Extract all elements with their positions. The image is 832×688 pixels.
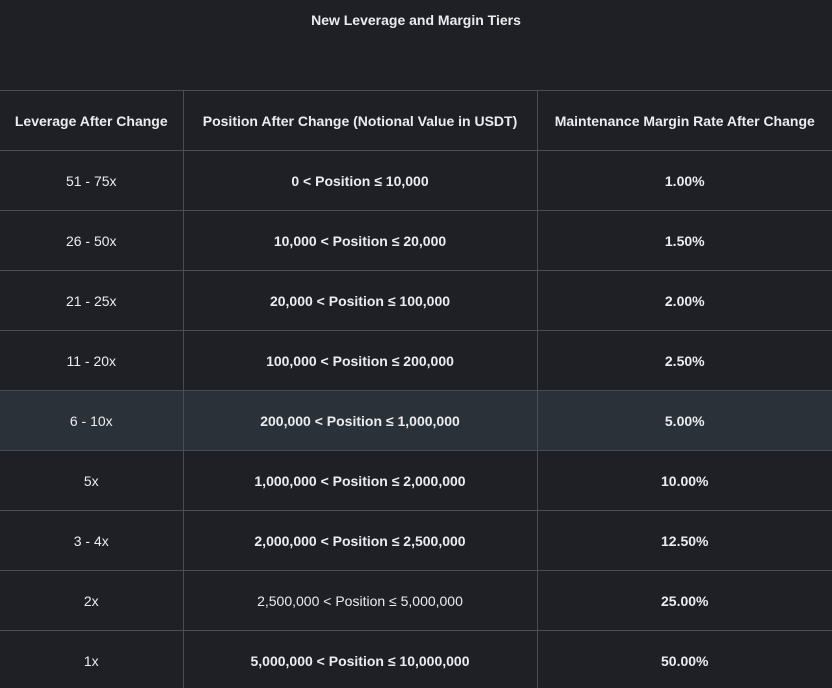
leverage-cell: 1x [0, 630, 183, 688]
leverage-cell: 5x [0, 450, 183, 511]
rate-cell: 1.50% [536, 210, 832, 271]
leverage-cell: 11 - 20x [0, 330, 183, 391]
table-header-row: Leverage After Change Position After Cha… [0, 90, 832, 151]
leverage-cell: 51 - 75x [0, 150, 183, 211]
rate-cell: 2.50% [536, 330, 832, 391]
table-row: 26 - 50x 10,000 < Position ≤ 20,000 1.50… [0, 210, 832, 271]
page-title: New Leverage and Margin Tiers [311, 12, 521, 28]
leverage-cell: 3 - 4x [0, 510, 183, 571]
rate-cell: 2.00% [536, 270, 832, 331]
leverage-cell: 21 - 25x [0, 270, 183, 331]
margin-tiers-table: Leverage After Change Position After Cha… [0, 90, 832, 688]
header-position: Position After Change (Notional Value in… [182, 90, 537, 151]
table-row: 3 - 4x 2,000,000 < Position ≤ 2,500,000 … [0, 510, 832, 571]
leverage-cell: 26 - 50x [0, 210, 183, 271]
position-cell: 5,000,000 < Position ≤ 10,000,000 [182, 630, 537, 688]
position-cell: 2,500,000 < Position ≤ 5,000,000 [182, 570, 537, 631]
position-cell: 100,000 < Position ≤ 200,000 [182, 330, 537, 391]
position-cell: 1,000,000 < Position ≤ 2,000,000 [182, 450, 537, 511]
table-row: 5x 1,000,000 < Position ≤ 2,000,000 10.0… [0, 450, 832, 511]
rate-cell: 12.50% [536, 510, 832, 571]
position-cell: 20,000 < Position ≤ 100,000 [182, 270, 537, 331]
table-row: 51 - 75x 0 < Position ≤ 10,000 1.00% [0, 150, 832, 211]
position-cell: 200,000 < Position ≤ 1,000,000 [182, 390, 537, 451]
table-row: 1x 5,000,000 < Position ≤ 10,000,000 50.… [0, 630, 832, 688]
leverage-cell: 2x [0, 570, 183, 631]
leverage-cell: 6 - 10x [0, 390, 183, 451]
table-row: 21 - 25x 20,000 < Position ≤ 100,000 2.0… [0, 270, 832, 331]
header-leverage: Leverage After Change [0, 90, 183, 151]
position-cell: 2,000,000 < Position ≤ 2,500,000 [182, 510, 537, 571]
rate-cell: 10.00% [536, 450, 832, 511]
rate-cell: 50.00% [536, 630, 832, 688]
table-row: 2x 2,500,000 < Position ≤ 5,000,000 25.0… [0, 570, 832, 631]
rate-cell: 1.00% [536, 150, 832, 211]
header-maintenance-margin-rate: Maintenance Margin Rate After Change [536, 90, 832, 151]
table-row-highlighted: 6 - 10x 200,000 < Position ≤ 1,000,000 5… [0, 390, 832, 451]
position-cell: 0 < Position ≤ 10,000 [182, 150, 537, 211]
position-cell: 10,000 < Position ≤ 20,000 [182, 210, 537, 271]
table-row: 11 - 20x 100,000 < Position ≤ 200,000 2.… [0, 330, 832, 391]
rate-cell: 25.00% [536, 570, 832, 631]
rate-cell: 5.00% [536, 390, 832, 451]
